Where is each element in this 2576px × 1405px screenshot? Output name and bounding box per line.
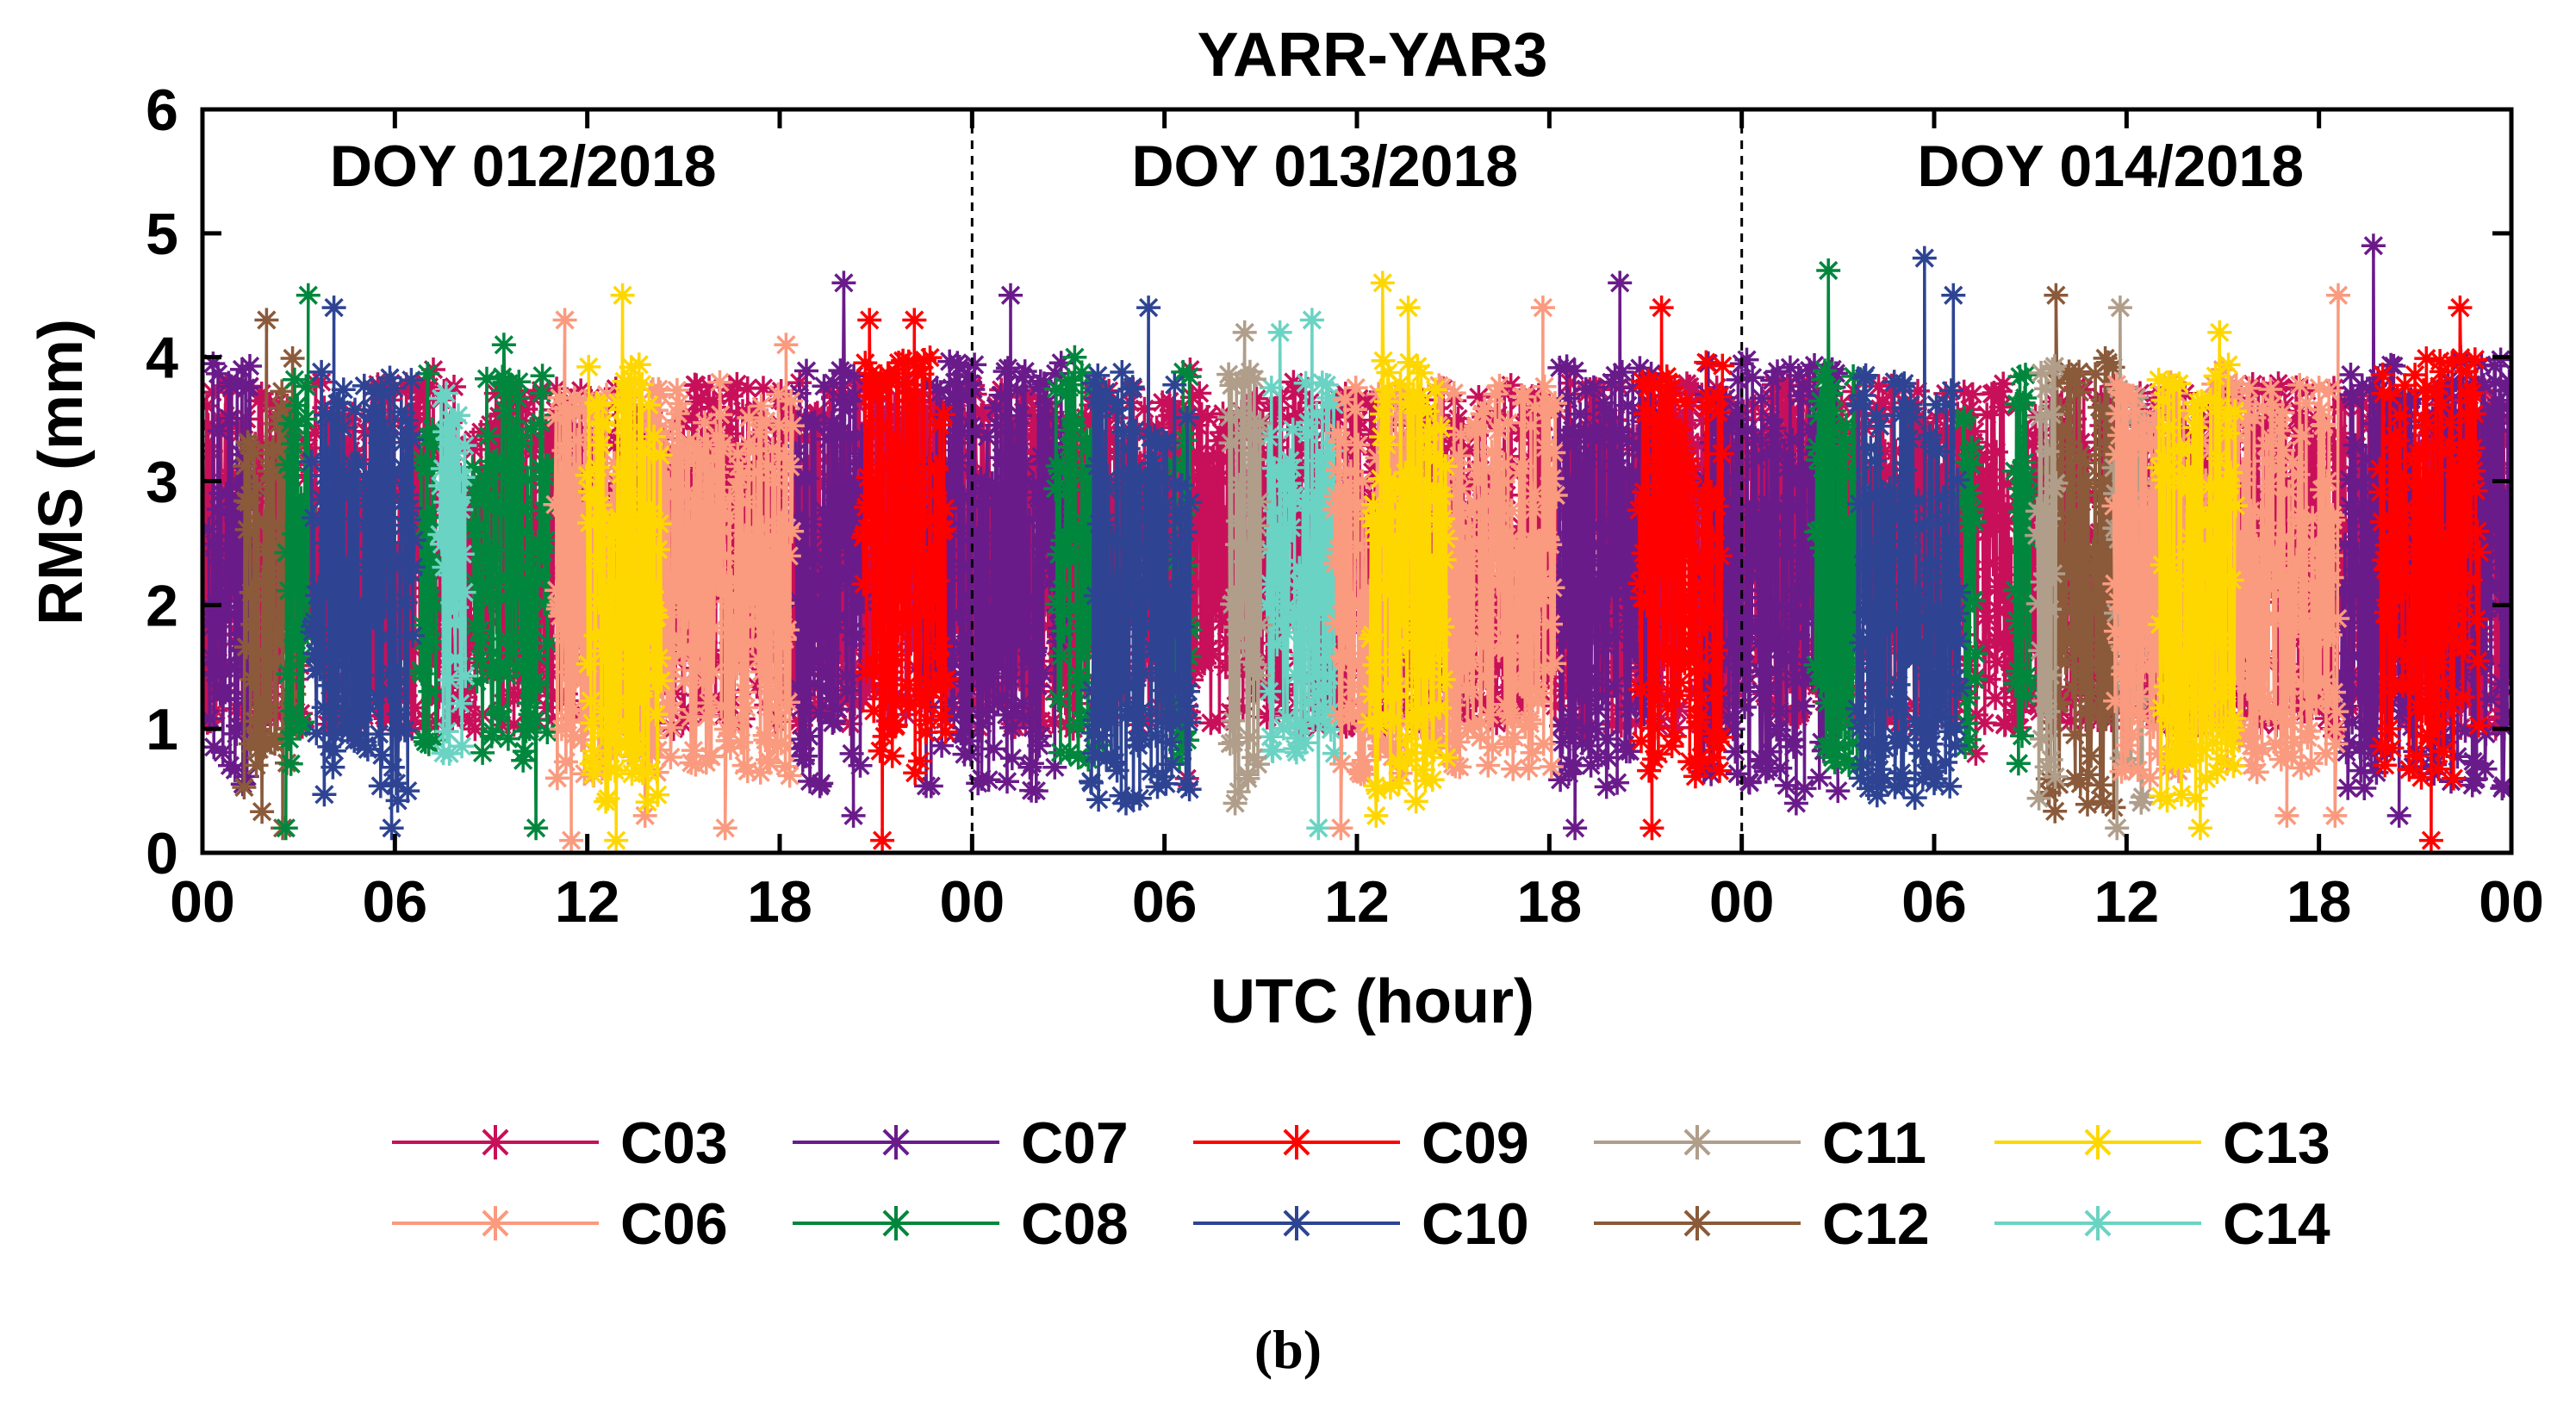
series-c12 (232, 283, 2126, 841)
y-axis-label: RMS (mm) (27, 319, 96, 625)
legend-marker (1680, 1125, 1714, 1159)
series-markers (2002, 363, 2043, 776)
series-markers (783, 270, 875, 828)
x-tick-label: 12 (555, 869, 620, 935)
series-markers (2146, 320, 2248, 841)
legend-entry-c12: C12 (1594, 1191, 1930, 1257)
plot-area (202, 233, 2511, 853)
y-tick-label: 3 (146, 450, 178, 515)
x-tick-label: 06 (1901, 869, 1967, 935)
series-markers (850, 308, 959, 853)
legend-entry-c13: C13 (1994, 1110, 2330, 1176)
legend-label: C09 (1422, 1110, 1529, 1176)
legend-label: C08 (1021, 1191, 1129, 1257)
series-c10 (299, 246, 1972, 841)
series-c14 (427, 308, 1347, 841)
x-axis-label: UTC (hour) (1210, 967, 1534, 1036)
legend-entry-c03: C03 (392, 1110, 728, 1176)
series-markers (1079, 295, 1203, 816)
series-markers (575, 283, 674, 853)
series-c13 (575, 270, 2248, 853)
y-tick-label: 5 (146, 202, 178, 267)
x-tick-label: 18 (747, 869, 812, 935)
legend: C03 C07 C09 C11 C13 C06 C08 C10 C12 C14 (392, 1110, 2330, 1257)
legend-marker (478, 1206, 513, 1240)
panel-label: (b) (1254, 1319, 1322, 1380)
x-tick-label: 06 (1132, 869, 1198, 935)
day-label: DOY 013/2018 (1131, 134, 1518, 199)
series-markers (1627, 295, 1735, 841)
legend-marker (1279, 1206, 1314, 1240)
series-markers (2025, 354, 2069, 811)
x-tick-label: 00 (2479, 869, 2544, 935)
series-markers (2368, 295, 2492, 853)
series-markers (273, 283, 320, 841)
legend-entry-c08: C08 (793, 1191, 1129, 1257)
legend-entry-c06: C06 (392, 1191, 728, 1257)
legend-marker (1279, 1125, 1314, 1159)
legend-label: C07 (1021, 1110, 1129, 1176)
series-markers (427, 381, 478, 766)
legend-label: C14 (2223, 1191, 2330, 1257)
legend-entry-c09: C09 (1193, 1110, 1529, 1176)
series-markers (1216, 320, 1273, 816)
series-markers (2034, 283, 2126, 824)
y-tick-label: 2 (146, 573, 178, 638)
y-tick-label: 0 (146, 821, 178, 886)
chart-title: YARR-YAR3 (1198, 21, 1548, 90)
series-markers (1845, 246, 1972, 811)
series-markers (1254, 308, 1347, 841)
legend-label: C03 (620, 1110, 728, 1176)
x-tick-label: 12 (1324, 869, 1390, 935)
legend-marker (1680, 1206, 1714, 1240)
y-tick-label: 4 (146, 326, 178, 391)
legend-marker (879, 1125, 913, 1159)
legend-marker (879, 1206, 913, 1240)
series-markers (459, 333, 561, 841)
series-markers (1951, 406, 1988, 760)
series-markers (299, 295, 426, 841)
legend-entry-c10: C10 (1193, 1191, 1529, 1257)
legend-label: C11 (1822, 1110, 1926, 1176)
legend-marker (2081, 1206, 2115, 1240)
series-markers (408, 361, 449, 756)
series-c09 (850, 295, 2492, 853)
legend-entry-c14: C14 (1994, 1191, 2330, 1257)
legend-entry-c07: C07 (793, 1110, 1129, 1176)
legend-label: C12 (1822, 1191, 1930, 1257)
y-tick-label: 6 (146, 78, 178, 143)
legend-marker (478, 1125, 513, 1159)
legend-label: C06 (620, 1191, 728, 1257)
x-tick-label: 18 (2287, 869, 2352, 935)
x-tick-label: 06 (363, 869, 428, 935)
day-label: DOY 012/2018 (330, 134, 717, 199)
x-tick-label: 00 (170, 869, 235, 935)
x-tick-label: 00 (1709, 869, 1775, 935)
legend-label: C10 (1422, 1191, 1529, 1257)
y-tick-label: 1 (146, 697, 178, 762)
x-tick-label: 18 (1517, 869, 1583, 935)
x-tick-label: 12 (2094, 869, 2160, 935)
day-label: DOY 014/2018 (1917, 134, 2304, 199)
legend-label: C13 (2223, 1110, 2330, 1176)
x-tick-label: 00 (940, 869, 1005, 935)
legend-entry-c11: C11 (1594, 1110, 1926, 1176)
series-markers (1357, 270, 1459, 828)
legend-marker (2081, 1125, 2115, 1159)
